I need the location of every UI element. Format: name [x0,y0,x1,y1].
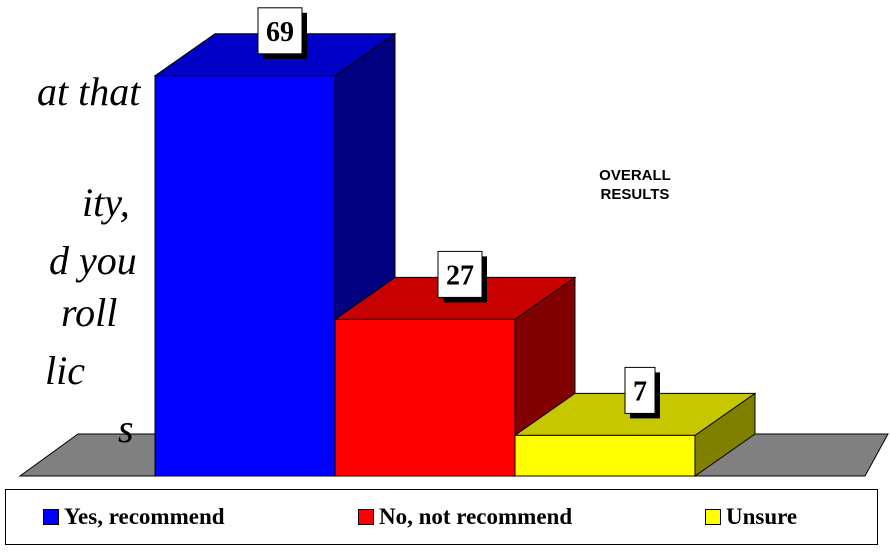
annotation-line-2: RESULTS [600,186,670,203]
legend-item-no: No, not recommend [358,504,572,530]
legend-label-yes: Yes, recommend [64,504,225,529]
chart-legend: Yes, recommend No, not recommend Unsure [5,489,878,545]
value-label-box-no-not-recommend [437,250,483,298]
value-label-unsure: 7 [633,376,647,407]
bar-front-yes-recommend [154,75,336,477]
legend-label-unsure: Unsure [726,504,798,529]
bar-front-unsure [514,434,696,477]
bar-unsure: 7 [513,366,757,477]
legend-swatch-yes [43,509,59,525]
value-label-box-unsure [624,366,656,414]
annotation-line-1: OVERALL [599,167,671,184]
question-text-line-3: d you [49,238,137,283]
value-label-box-yes-recommend [257,7,303,55]
legend-item-yes: Yes, recommend [43,504,225,530]
overall-results-annotation: OVERALL RESULTS [560,166,710,204]
question-text-line-4: roll [61,290,118,335]
legend-swatch-unsure [705,509,721,525]
legend-label-no: No, not recommend [379,504,573,529]
question-text-line-5: lic [45,348,85,393]
bars-group: 69 27 7 [153,7,757,477]
question-text-line-1: at that [37,69,141,114]
value-label-no-not-recommend: 27 [446,260,474,291]
legend-swatch-no [358,509,374,525]
bar-front-no-not-recommend [334,318,516,477]
value-label-yes-recommend: 69 [266,17,294,48]
question-text-line-2: ity, [82,180,130,225]
legend-item-unsure: Unsure [705,504,797,530]
bar-no-not-recommend: 27 [333,250,577,477]
question-text-line-6: s [118,406,134,451]
